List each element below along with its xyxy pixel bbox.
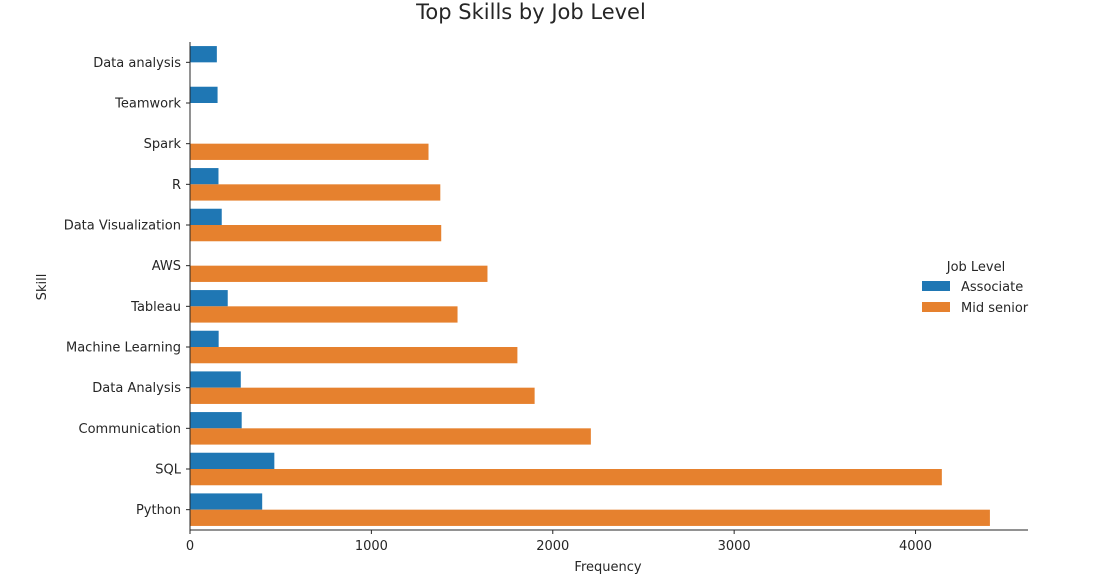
bar-associate-8 [190, 371, 241, 388]
bar-mid-senior-3 [190, 184, 441, 201]
y-ticks-group: Data analysis Teamwork Spark R Data Visualiz… [64, 56, 190, 518]
y-tick-label: Machine Learning [66, 341, 181, 356]
bar-mid-senior-5 [190, 265, 488, 282]
bar-mid-senior-8 [190, 387, 535, 404]
x-axis-label: Frequency [574, 560, 641, 575]
legend-label-mid-senior: Mid senior [961, 301, 1029, 316]
bar-associate-1 [190, 86, 218, 103]
bar-mid-senior-10 [190, 469, 942, 486]
bar-mid-senior-2 [190, 143, 429, 160]
bars-group [190, 46, 990, 526]
y-tick-label: Tableau [130, 300, 181, 315]
bar-mid-senior-7 [190, 347, 518, 364]
y-tick-label: R [172, 178, 181, 193]
bar-associate-3 [190, 168, 219, 185]
x-tick-label: 1000 [355, 539, 388, 554]
y-tick-label: SQL [155, 463, 181, 478]
chart-title: Top Skills by Job Level [415, 0, 646, 24]
bar-mid-senior-9 [190, 428, 591, 445]
bar-mid-senior-4 [190, 225, 442, 242]
y-tick-label: Data Analysis [92, 381, 181, 396]
legend-label-associate: Associate [961, 280, 1023, 295]
bar-associate-10 [190, 452, 275, 469]
y-tick-label: Data analysis [93, 56, 181, 71]
bar-associate-6 [190, 290, 228, 307]
legend-swatch-mid-senior [922, 302, 950, 312]
x-tick-label: 0 [186, 539, 194, 554]
y-tick-label: Python [136, 503, 181, 518]
x-tick-label: 3000 [718, 539, 751, 554]
y-tick-label: Data Visualization [64, 219, 181, 234]
bar-associate-0 [190, 46, 217, 63]
y-tick-label: Communication [79, 422, 181, 437]
x-ticks-group: 0 1000 2000 3000 4000 [186, 530, 932, 554]
x-tick-label: 2000 [536, 539, 569, 554]
bar-associate-4 [190, 208, 222, 225]
legend: Job Level Associate Mid senior [922, 260, 1029, 316]
bar-associate-7 [190, 330, 219, 347]
y-tick-label: AWS [152, 259, 181, 274]
x-tick-label: 4000 [899, 539, 932, 554]
legend-swatch-associate [922, 281, 950, 291]
y-tick-label: Teamwork [114, 97, 181, 112]
bar-mid-senior-6 [190, 306, 458, 323]
bar-associate-9 [190, 412, 242, 429]
y-tick-label: Spark [144, 137, 182, 152]
bar-associate-11 [190, 493, 263, 510]
bar-mid-senior-11 [190, 509, 990, 526]
y-axis-label: Skill [35, 274, 50, 301]
legend-title: Job Level [946, 260, 1006, 275]
